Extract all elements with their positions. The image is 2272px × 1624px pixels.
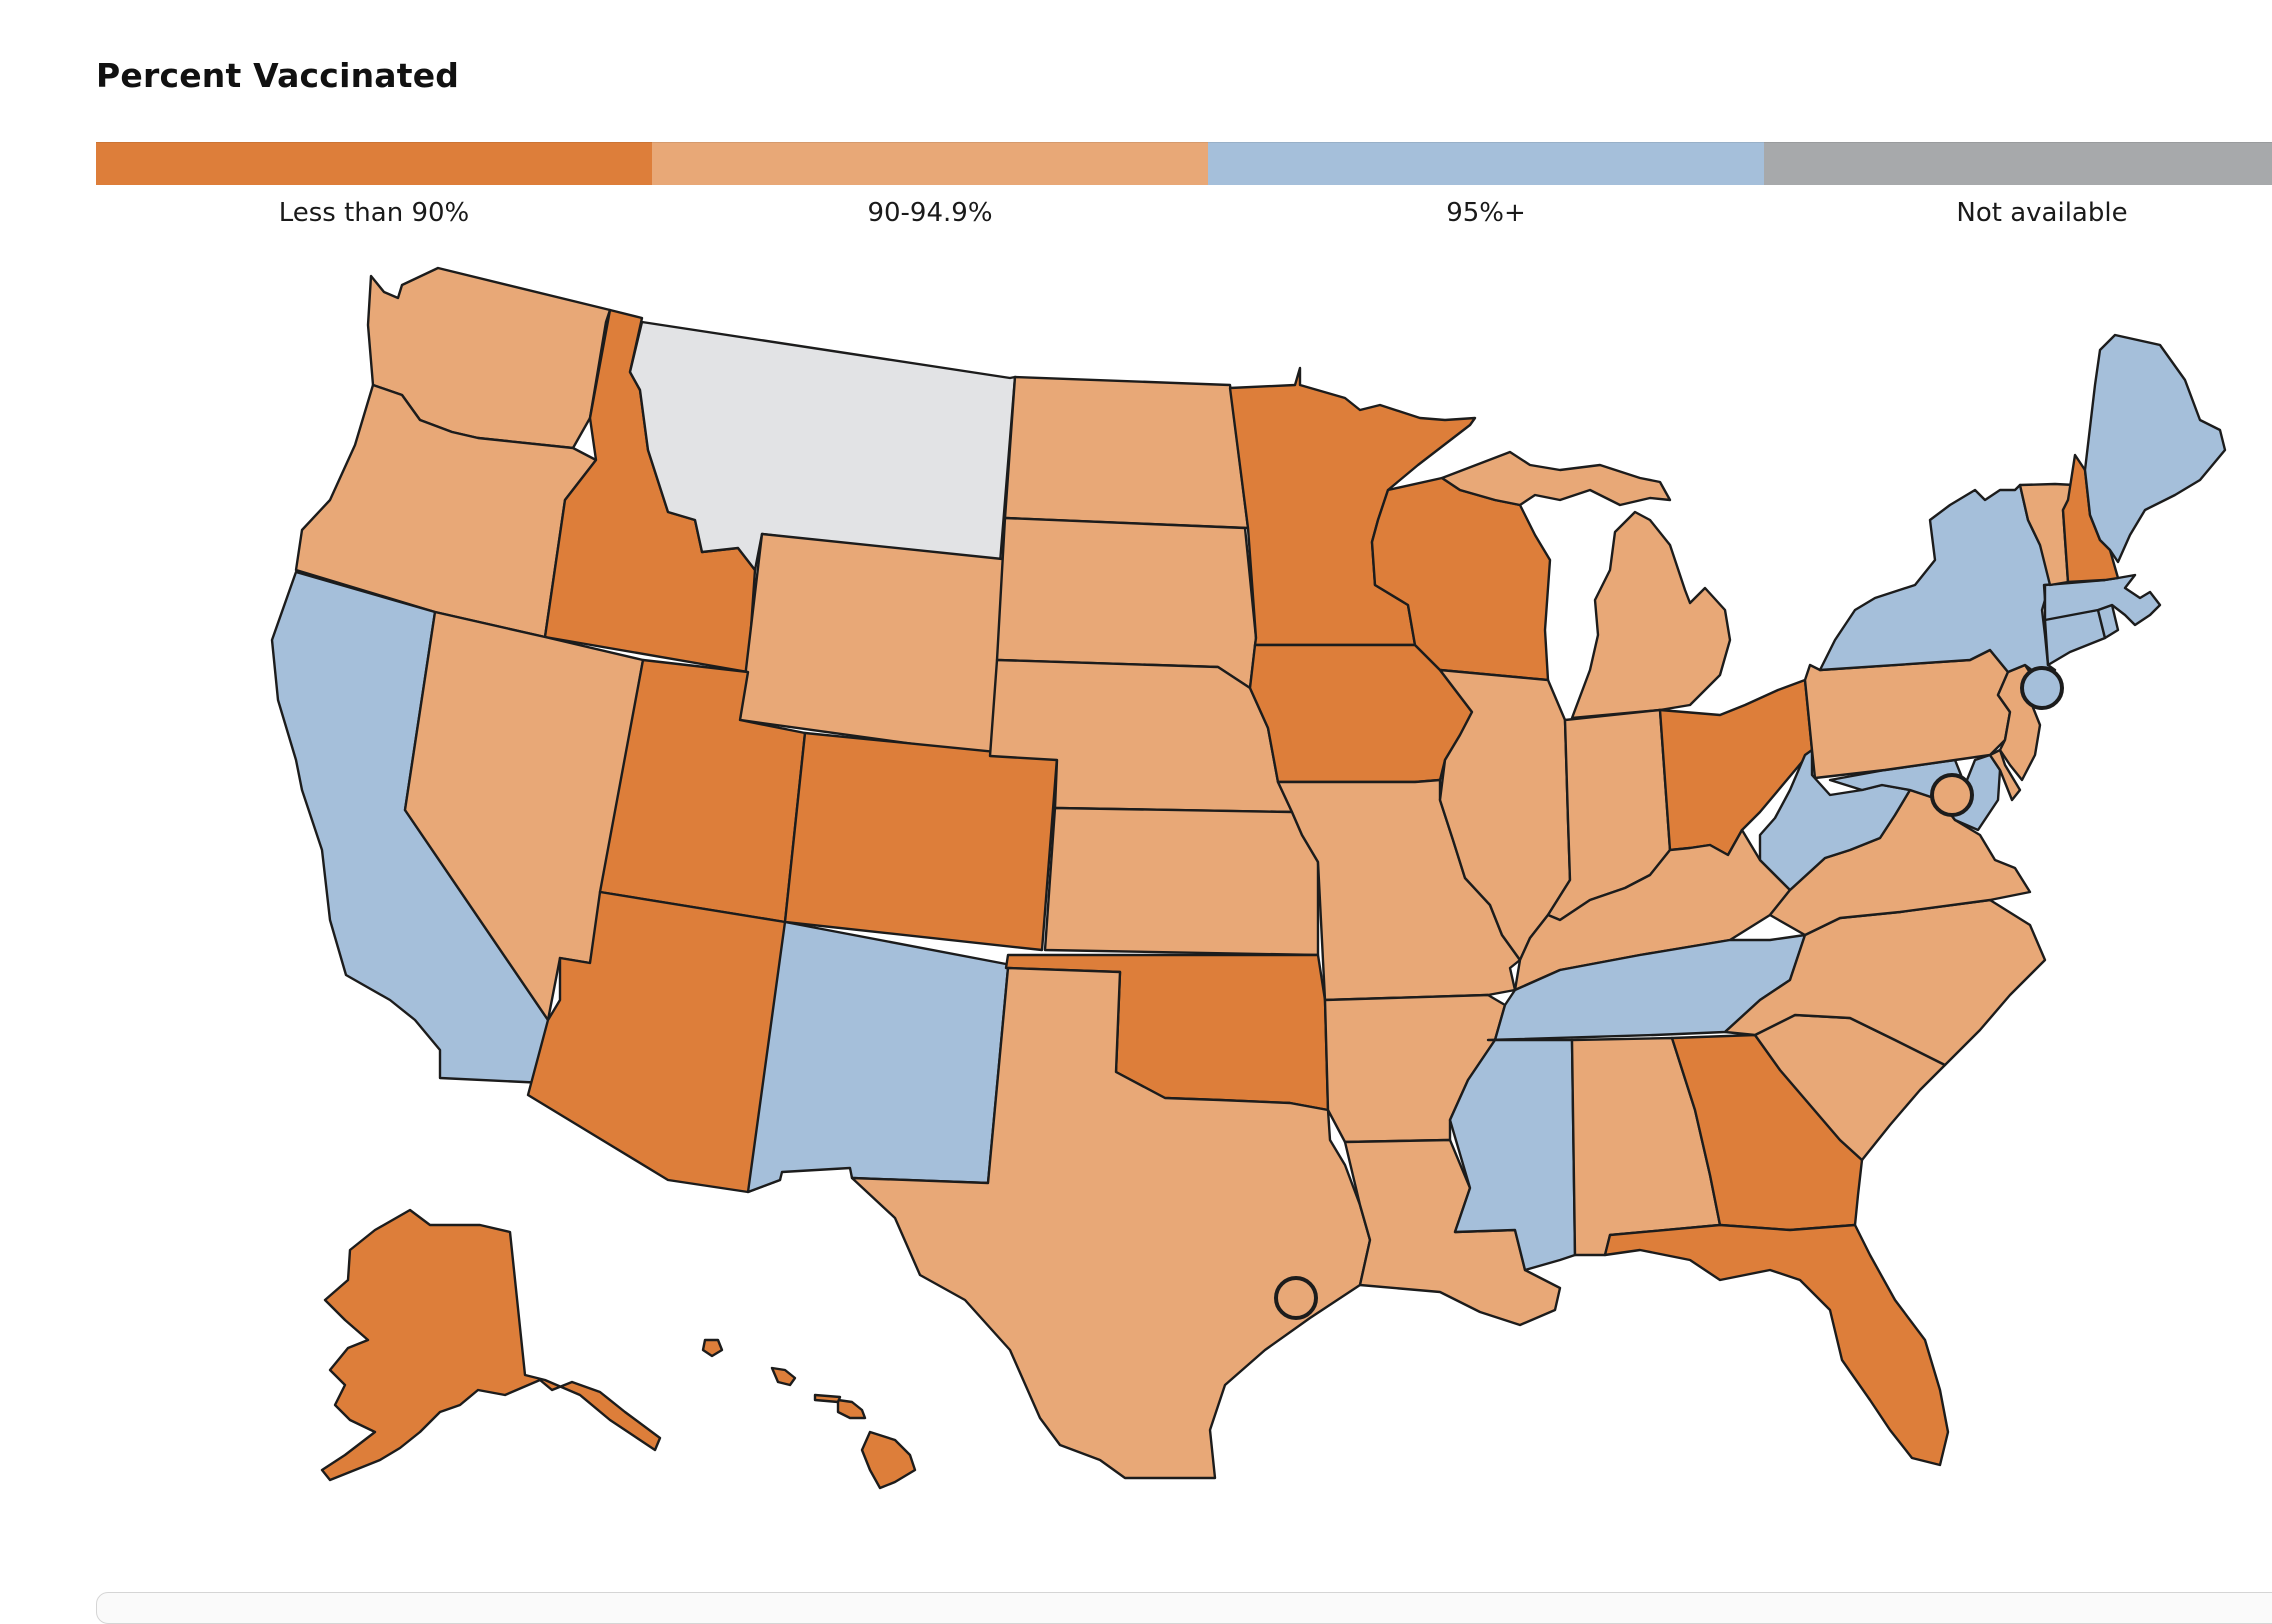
legend-swatch-less-than-90[interactable] <box>96 142 652 185</box>
state-kansas[interactable] <box>1043 806 1320 957</box>
state-alaska[interactable] <box>320 1208 662 1482</box>
legend-labels: Less than 90% 90-94.9% 95%+ Not availabl… <box>96 198 2272 238</box>
state-hawaii-big-island[interactable] <box>860 1430 917 1490</box>
state-hawaii-molokai[interactable] <box>813 1393 842 1404</box>
state-michigan[interactable] <box>1440 450 1732 720</box>
state-hawaii-oahu[interactable] <box>770 1366 797 1387</box>
state-new-york[interactable] <box>1818 483 2057 682</box>
legend-label-95-plus: 95%+ <box>1446 198 1526 228</box>
state-wyoming[interactable] <box>738 532 1014 758</box>
state-north-carolina[interactable] <box>1723 898 2047 1067</box>
legend-label-less-than-90: Less than 90% <box>278 198 470 228</box>
legend-swatch-not-available[interactable] <box>1764 142 2272 185</box>
legend-swatch-90-94-9[interactable] <box>652 142 1208 185</box>
legend-color-bar <box>96 142 2272 185</box>
state-north-dakota[interactable] <box>1003 375 1250 530</box>
marker-houston[interactable] <box>1274 1276 1318 1320</box>
state-hawaii-maui[interactable] <box>836 1398 867 1420</box>
state-hawaii-kauai[interactable] <box>701 1338 724 1358</box>
state-maine[interactable] <box>2083 333 2227 564</box>
state-new-mexico[interactable] <box>746 920 1010 1194</box>
state-texas[interactable] <box>850 966 1372 1480</box>
marker-new-york-city[interactable] <box>2020 666 2064 710</box>
city-markers-layer <box>1274 666 2064 1320</box>
state-colorado[interactable] <box>783 731 1059 952</box>
state-florida[interactable] <box>1603 1223 1950 1467</box>
legend-swatch-95-plus[interactable] <box>1208 142 1764 185</box>
states-layer <box>270 266 2227 1490</box>
map-title: Percent Vaccinated <box>96 56 460 95</box>
bottom-panel-edge <box>96 1592 2272 1624</box>
marker-washington-dc[interactable] <box>1930 773 1974 817</box>
state-massachusetts[interactable] <box>2043 573 2162 627</box>
legend-label-90-94-9: 90-94.9% <box>867 198 993 228</box>
legend-label-not-available: Not available <box>1956 198 2128 228</box>
